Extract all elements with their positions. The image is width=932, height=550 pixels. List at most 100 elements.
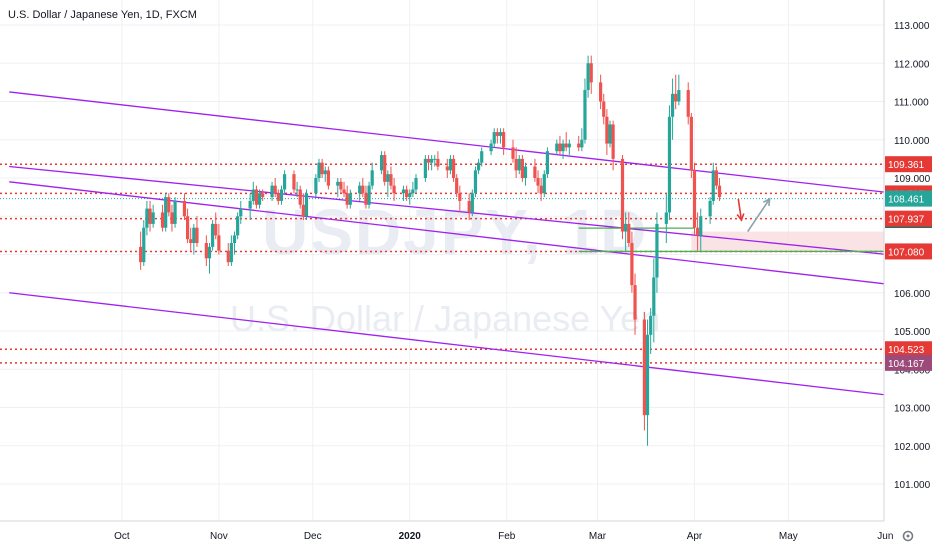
candle-body (392, 185, 396, 194)
candle-body (558, 143, 562, 152)
candle (708, 197, 712, 224)
candle (151, 204, 155, 228)
candle-body (211, 223, 215, 247)
candle (564, 132, 568, 152)
chart-title: U.S. Dollar / Japanese Yen, 1D, FXCM (8, 9, 197, 21)
candle (670, 78, 675, 140)
candle (323, 166, 327, 182)
candle-body (599, 82, 603, 102)
price-label-text: 109.361 (888, 160, 925, 171)
candle-body (567, 143, 571, 148)
candle (257, 189, 262, 209)
candle (436, 151, 440, 171)
price-tick-label: 109.000 (894, 174, 931, 185)
candle-body (339, 181, 343, 190)
settings-gear-icon[interactable] (902, 530, 914, 542)
time-tick-label: Mar (589, 531, 607, 542)
candle-body (455, 178, 459, 194)
candle-body (536, 178, 540, 186)
candle (405, 185, 409, 201)
candle-body (664, 212, 668, 224)
price-tick-label: 101.000 (894, 480, 931, 491)
candle-body (624, 223, 628, 232)
candle-body (317, 162, 321, 178)
candle-body (345, 193, 349, 205)
candle-body (520, 158, 524, 178)
arrow-shaft (747, 198, 771, 232)
candle (282, 170, 287, 194)
price-tick-label: 105.000 (894, 327, 931, 338)
candle (677, 74, 681, 106)
price-tick-label: 102.000 (894, 442, 931, 453)
candle (314, 174, 318, 198)
candle-body (523, 166, 528, 178)
candle (699, 208, 703, 251)
candle (458, 185, 462, 213)
grid-lines (0, 0, 886, 521)
candle (561, 139, 565, 159)
candle (489, 139, 493, 156)
candle-body (473, 170, 478, 194)
candle-body (364, 193, 368, 205)
candle (502, 128, 506, 156)
candle-body (542, 174, 546, 194)
candle-body (699, 216, 703, 236)
candle (652, 258, 656, 343)
candle (649, 308, 653, 354)
candle (148, 200, 152, 232)
candle (261, 189, 265, 201)
candle-body (686, 90, 690, 117)
arrow-head (736, 213, 745, 222)
candle-body (586, 63, 590, 91)
candle (345, 185, 349, 209)
candle (336, 178, 340, 198)
candle-body (433, 158, 437, 160)
price-tick-label: 113.000 (894, 21, 930, 32)
candle-body (292, 174, 296, 190)
candle-body (195, 227, 199, 244)
candle (558, 135, 562, 156)
watermark-symbol: USDJPY, 1D (262, 196, 649, 268)
candle-body (495, 132, 499, 136)
price-label-text: 108.461 (888, 195, 925, 206)
candle-body (370, 170, 374, 186)
candle-body (323, 170, 327, 175)
candle (173, 197, 177, 228)
candle-body (514, 158, 518, 171)
candle (232, 231, 237, 255)
candle (298, 185, 302, 209)
candle (392, 178, 396, 201)
candle-body (229, 243, 233, 263)
candle (467, 193, 471, 221)
candle-body (342, 189, 346, 194)
candle-body (555, 143, 559, 152)
candle (229, 235, 233, 266)
candle (164, 193, 168, 232)
candle (408, 189, 412, 205)
candle-body (476, 162, 481, 171)
candle-body (389, 174, 393, 186)
candle (367, 181, 371, 209)
price-tick-label: 111.000 (894, 98, 929, 109)
candle-body (361, 185, 365, 194)
candle-body (207, 246, 212, 259)
price-label-bg (885, 156, 932, 173)
candle-body (348, 193, 352, 205)
candle (480, 147, 484, 167)
candle-body (408, 193, 412, 198)
candle (189, 227, 193, 251)
time-tick-label: Feb (498, 531, 516, 542)
candle (292, 170, 296, 194)
price-axis-bg (884, 0, 932, 550)
channel-line (9, 292, 932, 401)
candle (364, 185, 368, 209)
candle-body (608, 124, 612, 144)
candle (470, 189, 474, 217)
candle (276, 189, 280, 205)
candle-body (301, 204, 305, 217)
candle (686, 82, 690, 125)
candle (602, 93, 606, 125)
candle-body (655, 223, 659, 278)
candle-body (426, 158, 431, 163)
